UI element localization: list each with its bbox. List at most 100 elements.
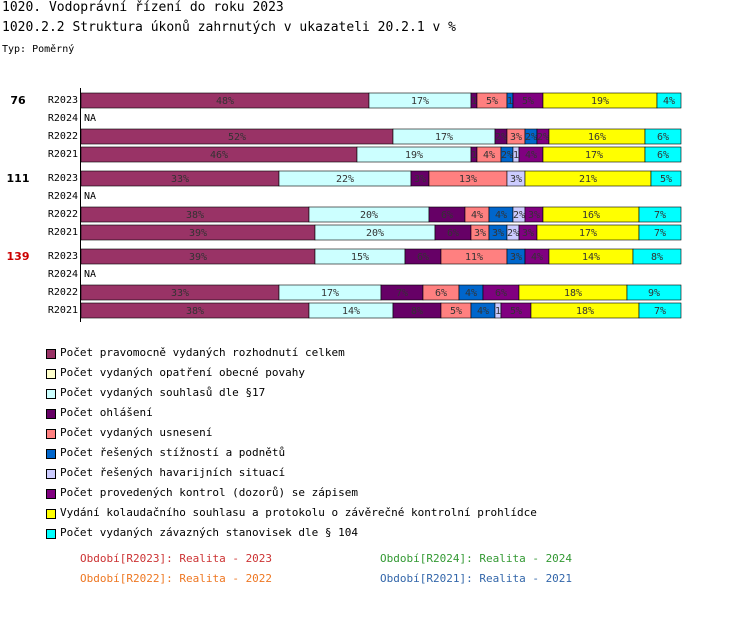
legend-swatch xyxy=(46,469,56,479)
segment-label: 8% xyxy=(411,306,423,317)
row-label: R2023 xyxy=(48,173,78,184)
legend-label: Vydání kolaudačního souhlasu a protokolu… xyxy=(60,506,537,519)
period-r2024: Období[R2024]: Realita - 2024 xyxy=(380,552,573,565)
na-label: NA xyxy=(84,269,96,280)
segment-label: 3% xyxy=(510,132,522,143)
bar-segment xyxy=(632,248,682,265)
segment-label: 19% xyxy=(591,96,609,107)
legend-swatch xyxy=(46,349,56,359)
group-label: 111 xyxy=(7,172,30,185)
bar-segment xyxy=(638,206,682,223)
row-label: R2022 xyxy=(48,287,78,298)
legend-swatch xyxy=(46,449,56,459)
legend-label: Počet ohlášení xyxy=(60,406,153,419)
row-label: R2021 xyxy=(48,305,78,316)
segment-label: 17% xyxy=(321,288,339,299)
segment-label: 20% xyxy=(366,228,384,239)
legend-label: Počet řešených havarijních situací xyxy=(60,466,286,479)
bar-segment xyxy=(644,128,682,145)
group-label: 76 xyxy=(10,94,26,107)
legend-swatch xyxy=(46,369,56,379)
row-label: R2021 xyxy=(48,149,78,160)
legend-label: Počet pravomocně vydaných rozhodnutí cel… xyxy=(60,346,345,359)
bar-segment xyxy=(638,302,682,319)
segment-label: 17% xyxy=(435,132,453,143)
segment-label: 7% xyxy=(396,288,408,299)
segment-label: 39% xyxy=(189,228,207,239)
segment-label: 4% xyxy=(525,150,537,161)
legend-swatch xyxy=(46,389,56,399)
segment-label: 3% xyxy=(414,174,426,185)
legend-label: Počet provedených kontrol (dozorů) se zá… xyxy=(60,486,359,499)
segment-label: 1 xyxy=(471,96,477,107)
segment-label: 17% xyxy=(579,228,597,239)
page-title: 1020. Vodoprávní řízení do roku 2023 xyxy=(2,0,284,15)
segment-label: 1 xyxy=(471,150,477,161)
bar-segment xyxy=(626,284,682,301)
segment-label: 2% xyxy=(501,150,513,161)
segment-label: 4% xyxy=(531,252,543,263)
segment-label: 5% xyxy=(450,306,462,317)
legend-label: Počet vydaných závazných stanovisek dle … xyxy=(60,526,359,539)
segment-label: 33% xyxy=(171,174,189,185)
period-r2023: Období[R2023]: Realita - 2023 xyxy=(80,552,273,565)
legend-label: Počet vydaných souhlasů dle §17 xyxy=(60,386,266,399)
segment-label: 2% xyxy=(537,132,549,143)
segment-label: 4% xyxy=(477,306,489,317)
segment-label: 4% xyxy=(471,210,483,221)
group-label: 139 xyxy=(7,250,30,263)
segment-label: 15% xyxy=(351,252,369,263)
segment-label: 2% xyxy=(513,210,525,221)
segment-label: 16% xyxy=(582,210,600,221)
segment-label: 6% xyxy=(417,252,429,263)
segment-label: 2% xyxy=(495,132,507,143)
segment-label: 7% xyxy=(654,210,666,221)
segment-label: 3% xyxy=(510,174,522,185)
segment-label: 7% xyxy=(654,228,666,239)
segment-label: 6% xyxy=(435,288,447,299)
segment-label: 2% xyxy=(507,228,519,239)
segment-label: 9% xyxy=(648,288,660,299)
period-r2021: Období[R2021]: Realita - 2021 xyxy=(380,572,573,585)
row-label: R2024 xyxy=(48,113,78,124)
legend-label: Počet vydaných opatření obecné povahy xyxy=(60,366,306,379)
row-label: R2021 xyxy=(48,227,78,238)
segment-label: 38% xyxy=(186,306,204,317)
segment-label: 6% xyxy=(657,132,669,143)
segment-label: 1 xyxy=(507,96,513,107)
segment-label: 52% xyxy=(228,132,246,143)
legend-swatch xyxy=(46,509,56,519)
chart-subtitle: 1020.2.2 Struktura úkonů zahrnutých v uk… xyxy=(2,20,456,35)
segment-label: 22% xyxy=(336,174,354,185)
row-label: R2024 xyxy=(48,191,78,202)
segment-label: 5% xyxy=(660,174,672,185)
row-label: R2024 xyxy=(48,269,78,280)
segment-label: 11% xyxy=(465,252,483,263)
segment-label: 21% xyxy=(579,174,597,185)
segment-label: 3% xyxy=(492,228,504,239)
segment-label: 7% xyxy=(654,306,666,317)
segment-label: 1 xyxy=(513,150,519,161)
segment-label: 38% xyxy=(186,210,204,221)
segment-label: 8% xyxy=(651,252,663,263)
segment-label: 6% xyxy=(441,210,453,221)
segment-label: 39% xyxy=(189,252,207,263)
segment-label: 2% xyxy=(525,132,537,143)
legend-swatch xyxy=(46,489,56,499)
segment-label: 19% xyxy=(405,150,423,161)
row-label: R2022 xyxy=(48,131,78,142)
segment-label: 4% xyxy=(495,210,507,221)
na-label: NA xyxy=(84,113,96,124)
segment-label: 5% xyxy=(486,96,498,107)
bar-segment xyxy=(644,146,682,163)
segment-label: 6% xyxy=(495,288,507,299)
bar-segment xyxy=(656,92,682,109)
segment-label: 3% xyxy=(522,228,534,239)
legend-swatch xyxy=(46,409,56,419)
bar-segment xyxy=(638,224,682,241)
period-r2022: Období[R2022]: Realita - 2022 xyxy=(80,572,273,585)
segment-label: 6% xyxy=(447,228,459,239)
segment-label: 48% xyxy=(216,96,234,107)
segment-label: 6% xyxy=(657,150,669,161)
